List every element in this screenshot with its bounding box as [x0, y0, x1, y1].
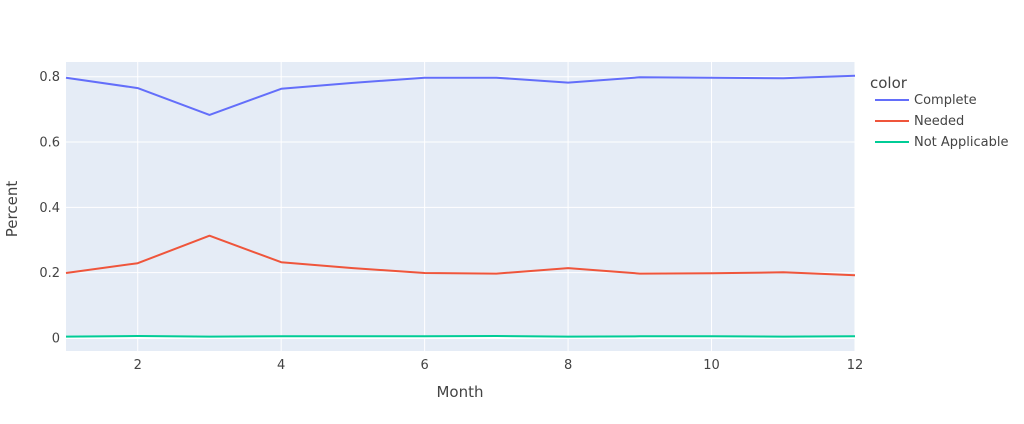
- x-tick-label: 6: [420, 358, 428, 373]
- y-axis-ticks: 0 0.2 0.4 0.6 0.8: [39, 70, 60, 346]
- x-tick-label: 8: [564, 358, 572, 373]
- series-line-not-applicable: [65, 335, 856, 338]
- series-line-complete: [65, 74, 856, 116]
- x-axis-title: Month: [436, 383, 483, 401]
- y-tick-label: 0.6: [39, 136, 60, 151]
- x-tick-label: 12: [847, 358, 864, 373]
- legend-label-complete: Complete: [914, 93, 977, 108]
- x-tick-label: 10: [703, 358, 720, 373]
- grid: [66, 62, 856, 351]
- y-tick-label: 0.2: [39, 266, 60, 281]
- x-tick-label: 4: [277, 358, 285, 373]
- series-layer: [65, 74, 856, 338]
- legend-label-not-applicable: Not Applicable: [914, 135, 1009, 150]
- legend-title: color: [870, 74, 908, 92]
- x-tick-label: 2: [134, 358, 142, 373]
- y-tick-label: 0.8: [39, 70, 60, 85]
- y-axis-title: Percent: [3, 181, 21, 238]
- y-tick-label: 0.4: [39, 201, 60, 216]
- x-axis-ticks: 2 4 6 8 10 12: [134, 358, 864, 373]
- series-line-needed: [65, 234, 856, 277]
- legend-label-needed: Needed: [914, 114, 964, 129]
- y-tick-label: 0: [52, 331, 60, 346]
- legend: color Complete Needed Not Applicable: [870, 74, 1009, 150]
